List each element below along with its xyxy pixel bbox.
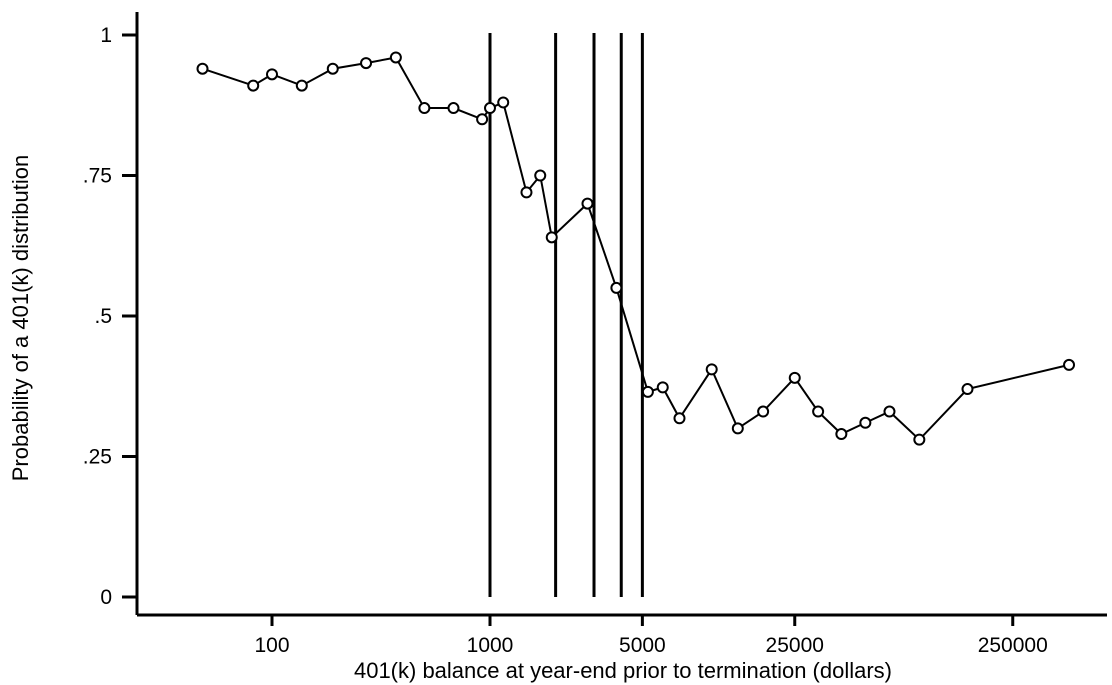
x-tick-label: 25000	[766, 634, 824, 657]
y-tick-label: .75	[83, 165, 112, 188]
data-point	[447, 102, 460, 115]
x-axis-label: 401(k) balance at year-end prior to term…	[354, 658, 892, 683]
data-point	[247, 79, 260, 92]
data-point	[913, 433, 926, 446]
data-point	[545, 231, 558, 244]
y-tick-label: 1	[100, 24, 112, 47]
data-point	[476, 113, 489, 126]
data-point	[581, 197, 594, 210]
data-point	[835, 428, 848, 441]
x-tick-label: 1000	[467, 634, 514, 657]
data-point	[295, 79, 308, 92]
x-axis-ticks: 100 1000 5000 25000 250000	[254, 615, 1048, 657]
y-tick-label: .5	[94, 305, 112, 328]
data-point	[673, 412, 686, 425]
data-point	[641, 385, 654, 398]
data-point	[520, 186, 533, 199]
data-point	[788, 371, 801, 384]
x-tick-label: 100	[254, 634, 289, 657]
data-point	[961, 383, 974, 396]
data-point	[610, 281, 623, 294]
reference-lines	[488, 33, 644, 597]
y-tick-label: 0	[100, 586, 112, 609]
data-point	[883, 405, 896, 418]
y-tick-label: .25	[83, 446, 112, 469]
data-point	[497, 96, 510, 109]
data-point	[534, 169, 547, 182]
data-point	[1063, 358, 1076, 371]
data-point	[389, 51, 402, 64]
x-tick-label: 5000	[619, 634, 666, 657]
x-tick-label: 250000	[978, 634, 1048, 657]
data-point	[360, 57, 373, 70]
data-point	[731, 422, 744, 435]
y-axis-label: Probability of a 401(k) distribution	[8, 155, 33, 482]
data-point	[418, 102, 431, 115]
data-point	[812, 405, 825, 418]
data-point	[196, 62, 209, 75]
data-point	[266, 68, 278, 81]
data-point	[859, 416, 872, 429]
y-axis-ticks: 0 .25 .5 .75 1	[83, 24, 137, 609]
data-point	[705, 363, 718, 376]
data-series	[196, 51, 1076, 446]
data-point	[484, 102, 496, 115]
data-point	[757, 405, 770, 418]
series-line	[202, 56, 1070, 442]
data-point	[656, 381, 669, 394]
data-point	[326, 62, 339, 75]
